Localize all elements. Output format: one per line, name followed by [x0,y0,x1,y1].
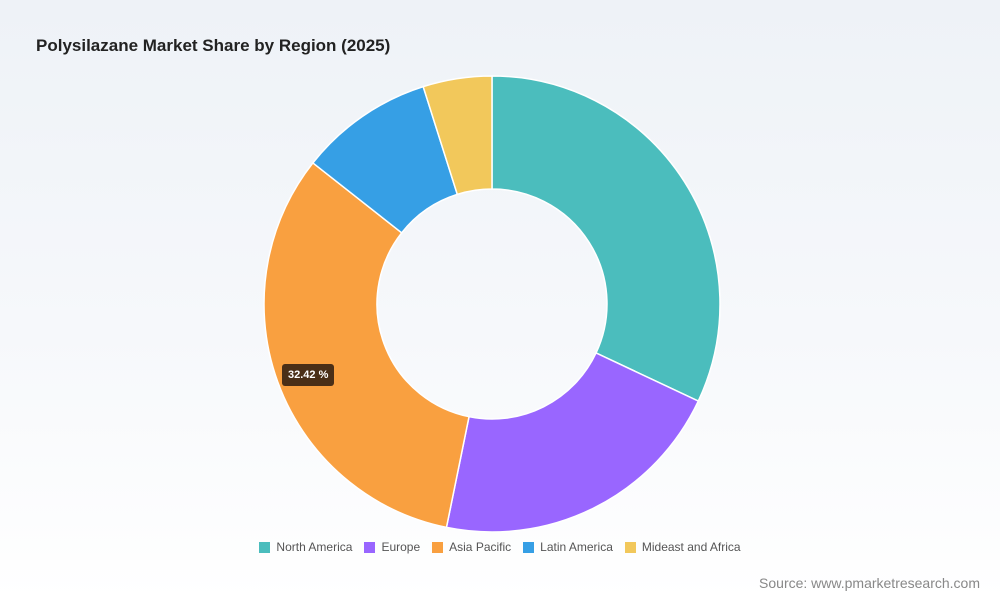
slice-tooltip: 32.42 % [282,364,335,386]
chart-legend: North America Europe Asia Pacific Latin … [0,540,1000,554]
legend-swatch [523,541,535,553]
slice-europe[interactable] [445,351,700,533]
legend-label: Mideast and Africa [641,540,741,554]
legend-item-europe[interactable]: Europe [364,540,420,554]
legend-label: Europe [381,540,421,554]
slice-mideast-and-africa[interactable] [422,75,493,196]
legend-swatch [364,541,376,553]
legend-item-latin-america[interactable]: Latin America [523,540,613,554]
legend-label: Latin America [540,540,613,554]
slice-asia-pacific[interactable] [263,161,470,529]
legend-swatch [259,541,271,553]
legend-label: Asia Pacific [449,540,512,554]
legend-item-mideast-and-africa[interactable]: Mideast and Africa [624,540,741,554]
source-credit: Source: www.pmarketresearch.com [759,575,980,591]
legend-swatch [624,541,636,553]
legend-item-north-america[interactable]: North America [259,540,352,554]
legend-item-asia-pacific[interactable]: Asia Pacific [432,540,511,554]
chart-title: Polysilazane Market Share by Region (202… [36,36,391,55]
legend-label: North America [276,540,353,554]
slice-north-america[interactable] [491,75,721,403]
legend-swatch [432,541,444,553]
